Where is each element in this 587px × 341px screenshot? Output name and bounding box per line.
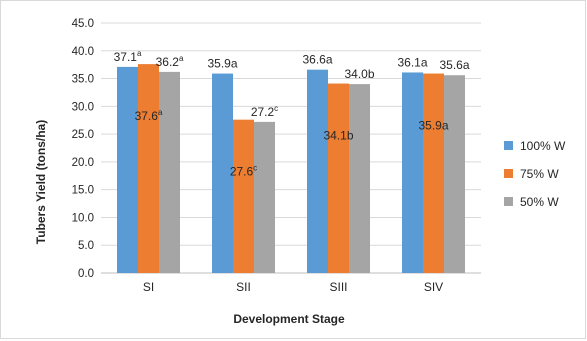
x-axis-title: Development Stage: [233, 312, 345, 326]
y-axis-title: Tubers Yield (tons/ha): [34, 120, 48, 244]
bar-siii-100w: [307, 69, 328, 274]
legend-swatch: [504, 197, 513, 206]
data-label: 27.2c: [251, 104, 278, 119]
data-label: 36.1a: [397, 55, 427, 69]
bar-sii-75w: [233, 119, 254, 274]
legend-swatch: [504, 169, 513, 178]
y-tick-label: 35.0: [72, 74, 94, 86]
bar-si-100w: [117, 66, 138, 273]
bar-sii-100w: [212, 73, 233, 273]
y-tick-label: 25.0: [72, 129, 94, 141]
y-tick-label: 45.0: [72, 18, 94, 30]
x-tick-label: SI: [143, 280, 154, 294]
bar-si-75w: [138, 64, 159, 273]
legend: 100% W 75% W 50% W: [504, 139, 566, 209]
data-label: 35.9a: [207, 57, 237, 71]
y-tick-label: 5.0: [78, 240, 94, 252]
y-axis-ticks: 0.0 5.0 10.0 15.0 20.0 25.0 30.0 35.0 40.0 45.0: [72, 18, 94, 280]
y-tick-label: 10.0: [72, 212, 94, 224]
data-label: 35.6a: [439, 58, 469, 72]
legend-swatch: [504, 141, 513, 150]
bar-siii-75w: [328, 83, 349, 273]
y-tick-label: 30.0: [72, 101, 94, 113]
data-label: 34.1b: [323, 129, 353, 143]
bar-siii-50w: [349, 84, 370, 273]
bar-siv-100w: [402, 72, 423, 273]
bar-si-50w: [159, 71, 180, 273]
bars: [117, 64, 465, 274]
x-tick-label: SII: [236, 280, 251, 294]
y-tick-label: 20.0: [72, 157, 94, 169]
legend-label: 100% W: [520, 139, 566, 153]
x-tick-label: SIV: [424, 280, 443, 294]
x-tick-label: SIII: [329, 280, 347, 294]
data-label: 37.6a: [135, 108, 163, 123]
x-axis-categories: SI SII SIII SIV: [143, 280, 443, 294]
bar-siv-50w: [444, 75, 465, 273]
legend-label: 75% W: [520, 167, 559, 181]
bar-siv-75w: [423, 73, 444, 273]
data-label: 34.0b: [344, 67, 374, 81]
data-label: 37.1a: [114, 49, 142, 64]
data-label: 36.6a: [302, 53, 332, 67]
data-label: 27.6c: [230, 164, 257, 179]
data-label: 36.2a: [156, 54, 184, 69]
y-tick-label: 0.0: [78, 268, 94, 280]
data-labels: 37.1a 36.2a 37.6a 35.9a 27.2c 27.6c 36.6a 34.0b…: [114, 49, 470, 179]
legend-label: 50% W: [520, 195, 559, 209]
bar-sii-50w: [254, 121, 275, 273]
y-tick-label: 15.0: [72, 185, 94, 197]
y-tick-label: 40.0: [72, 46, 94, 58]
data-label: 35.9a: [418, 119, 448, 133]
